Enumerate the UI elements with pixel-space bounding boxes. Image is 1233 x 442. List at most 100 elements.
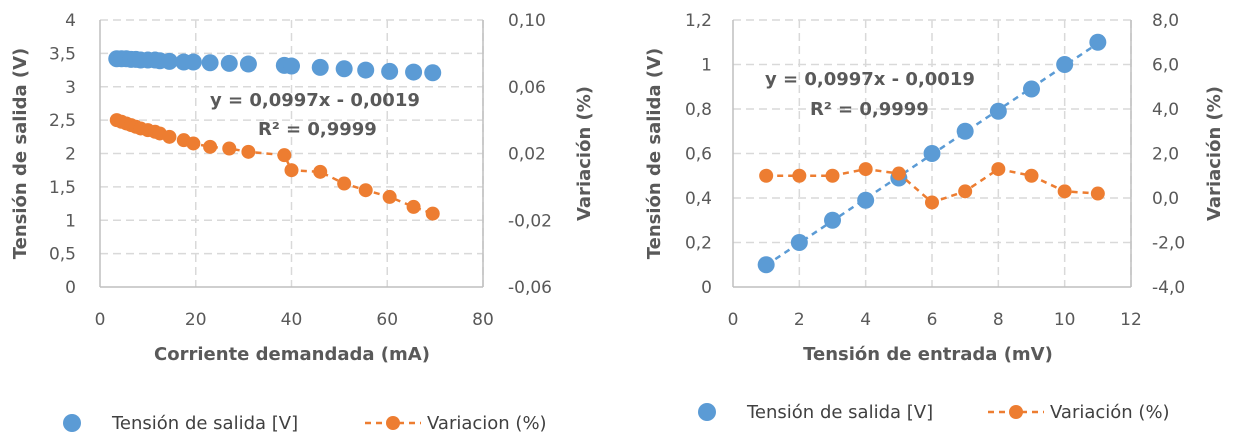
x-tick-label: 40	[281, 310, 303, 330]
y2-tick-label: 0,10	[508, 11, 546, 31]
data-point-variacion	[162, 129, 177, 144]
y-tick-label: 3	[65, 78, 76, 98]
y-tick-label: 3,5	[49, 44, 76, 64]
y2-tick-label: 0,06	[508, 78, 546, 98]
y-tick-label: 0,6	[685, 145, 712, 165]
x-axis-title: Tensión de entrada (mV)	[803, 344, 1053, 365]
x-tick-label: 8	[993, 310, 1004, 330]
data-point-variacion	[792, 168, 807, 183]
data-point-variacion	[1024, 168, 1039, 183]
data-point-variacion	[925, 195, 939, 210]
data-point-tension	[424, 64, 442, 82]
data-point-tension	[357, 61, 375, 79]
data-point-tension	[311, 58, 329, 76]
x-tick-label: 20	[185, 310, 207, 330]
data-point-variacion	[406, 199, 421, 214]
data-point-tension	[1089, 33, 1107, 51]
data-point-tension	[201, 54, 219, 72]
trendline-r2: R² = 0,9999	[258, 119, 377, 140]
x-tick-label: 10	[1054, 310, 1076, 330]
data-point-tension	[381, 62, 399, 80]
y-tick-label: 1	[701, 56, 712, 76]
data-point-variacion	[313, 164, 328, 179]
y-tick-label: 0,2	[685, 234, 712, 254]
data-point-variacion	[186, 136, 201, 151]
data-point-tension	[824, 211, 841, 229]
data-point-variacion	[958, 184, 973, 199]
y-tick-label: 0,8	[685, 100, 712, 120]
x-tick-label: 12	[1120, 310, 1142, 330]
y-tick-label: 1,2	[685, 11, 712, 31]
data-point-tension	[1023, 80, 1040, 98]
data-point-tension	[757, 256, 775, 274]
data-point-variacion	[891, 166, 906, 181]
data-point-variacion	[203, 139, 218, 154]
data-point-tension	[335, 60, 353, 78]
legend-label-variacion: Variacion (%)	[427, 413, 547, 434]
y2-tick-label: -4,0	[1152, 278, 1185, 298]
y-tick-label: 2,5	[49, 111, 76, 131]
data-point-tension	[220, 54, 238, 72]
data-point-tension	[989, 102, 1007, 120]
y-tick-label: 0	[701, 278, 712, 298]
data-point-tension	[857, 191, 875, 209]
y2-tick-label: 6,0	[1152, 56, 1179, 76]
x-tick-label: 6	[927, 310, 938, 330]
x-tick-label: 2	[794, 310, 805, 330]
y-tick-label: 0,5	[49, 245, 76, 265]
chart-load-regulation: 0 20 40 60 80 0 0,5 1 1,5 2 2,5 3 3,5 4 -0,06 -0,02 0,02…	[10, 11, 595, 434]
data-point-variacion	[277, 148, 292, 163]
legend-label-tension: Tensión de salida [V]	[746, 402, 933, 423]
y-tick-label: 0,4	[685, 189, 712, 209]
data-point-tension	[283, 57, 300, 75]
x-tick-label: 80	[472, 310, 494, 330]
data-point-variacion	[759, 168, 774, 183]
legend-marker-variacion	[1009, 405, 1023, 419]
data-point-variacion	[1057, 184, 1072, 199]
y-tick-label: 0	[65, 278, 76, 298]
x-tick-label: 4	[860, 310, 871, 330]
x-axis-title: Corriente demandada (mA)	[154, 344, 430, 365]
data-point-variacion	[284, 163, 299, 178]
y2-tick-label: 0,02	[508, 145, 546, 165]
data-point-tension	[184, 53, 202, 71]
legend-marker-tension	[698, 403, 716, 421]
data-point-tension	[1056, 56, 1074, 73]
y2-tick-label: 2,0	[1152, 145, 1179, 165]
x-tick-label: 0	[95, 310, 106, 330]
y-tick-label: 1,5	[49, 178, 76, 198]
legend-marker-variacion	[386, 416, 400, 430]
y2-tick-label: -0,06	[508, 278, 552, 298]
data-point-variacion	[222, 141, 237, 156]
x-tick-label: 60	[376, 310, 398, 330]
x-tick-label: 0	[728, 310, 739, 330]
data-point-tension	[956, 122, 974, 140]
y2-axis-title: Variación (%)	[574, 86, 595, 221]
y-axis-title: Tensión de salida (V)	[10, 48, 31, 259]
data-point-tension	[239, 55, 257, 73]
y2-axis-title: Variación (%)	[1204, 86, 1225, 221]
y-tick-label: 4	[65, 11, 76, 31]
y2-tick-label: 0,0	[1152, 189, 1179, 209]
y-tick-label: 1	[65, 211, 76, 231]
chart-line-regulation: 0 2 4 6 8 10 12 0 0,2 0,4 0,6 0,8 1 1,2 -4,0 -2,0 0,0 2,0…	[644, 11, 1225, 423]
y2-tick-label: 8,0	[1152, 11, 1179, 31]
legend-marker-tension	[63, 414, 81, 432]
legend-label-variacion: Variación (%)	[1050, 402, 1170, 423]
data-point-variacion	[358, 183, 373, 198]
trendline-equation: y = 0,0997x - 0,0019	[765, 69, 975, 90]
y2-tick-label: -0,02	[508, 211, 552, 231]
data-point-tension	[923, 145, 941, 162]
data-point-tension	[160, 52, 178, 70]
data-point-variacion	[425, 206, 440, 221]
data-point-tension	[405, 63, 423, 81]
y2-tick-label: -2,0	[1152, 234, 1185, 254]
data-point-variacion	[991, 162, 1006, 177]
legend-label-tension: Tensión de salida [V]	[111, 413, 298, 434]
y-axis-title: Tensión de salida (V)	[644, 48, 665, 259]
data-point-variacion	[382, 189, 397, 204]
trendline-r2: R² = 0,9999	[810, 99, 929, 120]
data-point-variacion	[337, 176, 352, 191]
data-point-variacion	[825, 168, 840, 183]
